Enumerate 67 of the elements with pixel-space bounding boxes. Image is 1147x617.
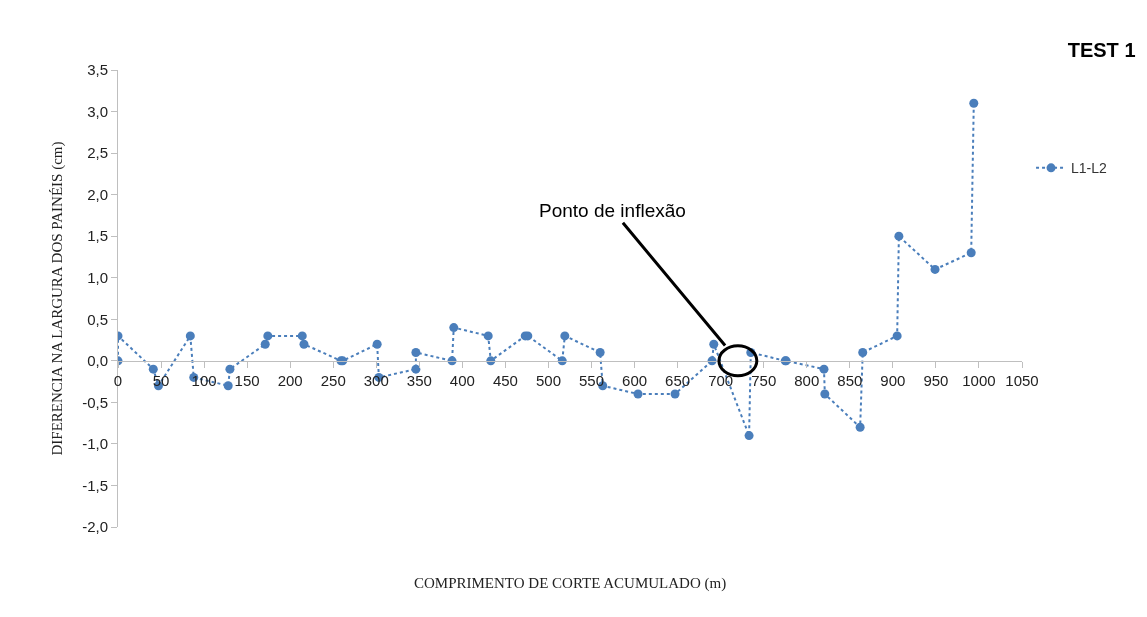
point — [595, 348, 605, 358]
x-axis-title: COMPRIMENTO DE CORTE ACUMULADO (m) — [414, 575, 727, 592]
x-tick-label: 950 — [923, 371, 949, 389]
point — [225, 364, 235, 374]
x-tick-label: 250 — [320, 371, 346, 389]
x-tick-label: 100 — [191, 371, 217, 389]
y-tick-label: -1,5 — [82, 476, 108, 494]
x-tick-label: 850 — [837, 371, 863, 389]
x-tick-label: 350 — [406, 371, 432, 389]
point — [223, 381, 233, 391]
y-tick-label: 0,0 — [87, 352, 108, 370]
x-tick-label: 750 — [751, 371, 777, 389]
point — [969, 98, 979, 108]
point — [894, 231, 904, 241]
point — [709, 339, 719, 349]
y-tick-label: 1,0 — [87, 268, 108, 286]
x-tick-label: 550 — [579, 371, 605, 389]
point — [260, 339, 270, 349]
x-tick-label: 600 — [622, 371, 648, 389]
text: TEST 1 — [1067, 39, 1136, 62]
point — [560, 331, 570, 341]
x-tick-label: 400 — [449, 371, 475, 389]
annotation: Ponto de inflexão — [539, 200, 686, 221]
point — [855, 422, 865, 432]
point — [819, 364, 829, 374]
point — [670, 389, 680, 399]
x-tick-label: 1000 — [962, 371, 996, 389]
y-tick-label: 3,5 — [87, 61, 108, 79]
x-tick-label: 700 — [708, 371, 734, 389]
x-tick-label: 300 — [363, 371, 389, 389]
point — [148, 364, 158, 374]
x-tick-label: 1050 — [1005, 371, 1039, 389]
point — [297, 331, 307, 341]
x-tick-label: 500 — [535, 371, 561, 389]
y-tick-label: -1,0 — [82, 435, 108, 453]
point — [263, 331, 273, 341]
point — [930, 264, 940, 274]
y-tick-label: -0,5 — [82, 393, 108, 411]
point — [299, 339, 309, 349]
point — [411, 364, 421, 374]
x-tick-label: 50 — [152, 371, 170, 389]
y-tick-label: 1,5 — [87, 227, 108, 245]
x-tick-label: 650 — [665, 371, 691, 389]
x-tick-label: 0 — [113, 371, 123, 389]
y-tick-label: -2,0 — [82, 518, 108, 536]
point — [744, 431, 754, 441]
y-axis-title: DIFERENCIA NA LARGURA DOS PAINÉIS (cm) — [49, 141, 67, 456]
point — [411, 348, 421, 358]
y-tick-label: 2,5 — [87, 144, 108, 162]
x-tick-label: 900 — [880, 371, 906, 389]
x-tick-label: 800 — [794, 371, 820, 389]
x-tick-label: 450 — [492, 371, 518, 389]
point — [892, 331, 902, 341]
x-tick-label: 150 — [234, 371, 260, 389]
point — [966, 248, 976, 258]
y-tick-label: 2,0 — [87, 185, 108, 203]
y-tick-label: 3,0 — [87, 102, 108, 120]
point — [449, 323, 459, 333]
y-tick-label: 0,5 — [87, 310, 108, 328]
point — [185, 331, 195, 341]
point — [820, 389, 830, 399]
point — [372, 339, 382, 349]
point — [633, 389, 643, 399]
point — [483, 331, 493, 341]
x-tick-label: 200 — [277, 371, 303, 389]
point — [858, 348, 868, 358]
legend-label: L1-L2 — [1071, 160, 1108, 177]
